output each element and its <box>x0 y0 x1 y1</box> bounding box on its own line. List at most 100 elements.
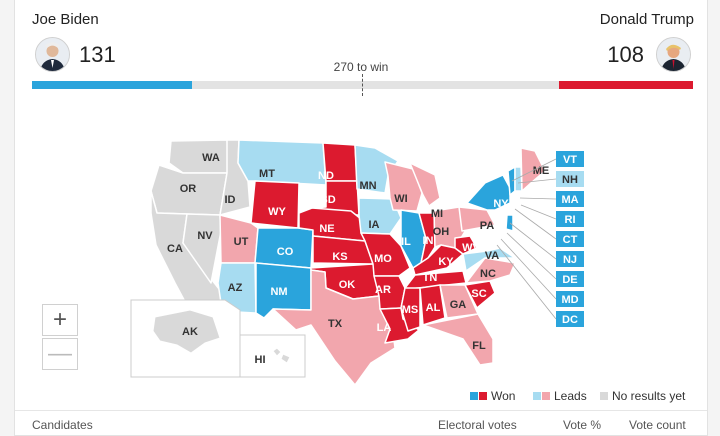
candidate-left-name: Joe Biden <box>32 11 99 28</box>
results-card: Joe Biden Donald Trump 131 108 270 to wi… <box>14 0 708 436</box>
state-label-nm: NM <box>270 286 287 298</box>
legend-no-results: No results yet <box>600 389 685 403</box>
state-label-ks: KS <box>332 251 347 263</box>
state-label-wv: WV <box>462 242 480 254</box>
leader-line-md <box>500 238 557 300</box>
state-label-mt: MT <box>259 168 275 180</box>
state-ak[interactable] <box>152 309 221 354</box>
state-mi[interactable] <box>409 162 441 207</box>
state-label-or: OR <box>180 183 197 195</box>
zoom-in-button[interactable]: + <box>42 304 78 336</box>
leader-line-de <box>506 232 557 280</box>
state-label-hi: HI <box>255 354 266 366</box>
state-label-il: IL <box>401 236 411 248</box>
state-pa[interactable] <box>458 206 496 232</box>
state-label-nc: NC <box>480 268 496 280</box>
state-label-me: ME <box>533 165 550 177</box>
state-tx[interactable] <box>272 269 396 385</box>
side-state-box-nj[interactable] <box>556 251 584 267</box>
state-vt[interactable] <box>507 166 516 196</box>
state-me[interactable] <box>520 147 546 192</box>
state-label-in: IN <box>423 235 434 247</box>
state-label-ak: AK <box>182 326 198 338</box>
side-state-box-ri[interactable] <box>556 211 584 227</box>
side-state-label-vt: VT <box>563 154 577 166</box>
state-wy[interactable] <box>250 180 300 229</box>
state-hi-island[interactable] <box>280 353 291 364</box>
zoom-out-button[interactable]: — <box>42 338 78 370</box>
us-electoral-map: WA OR CA NV ID MT WY UT CO AZ NM ND SD NE KS OK TX MN IA MO… <box>130 139 584 385</box>
state-wv[interactable] <box>454 235 478 255</box>
column-candidates[interactable]: Candidates <box>32 418 93 432</box>
side-state-label-nj: NJ <box>563 254 577 266</box>
legend-leads: Leads <box>533 389 587 403</box>
candidate-right-name: Donald Trump <box>599 11 694 28</box>
state-label-nd: ND <box>318 170 334 182</box>
legend-won-label: Won <box>491 389 516 403</box>
side-state-box-md[interactable] <box>556 291 584 307</box>
biden-electoral-votes: 131 <box>79 42 116 67</box>
state-label-ca: CA <box>167 243 183 255</box>
state-wa[interactable] <box>168 139 230 174</box>
state-label-al: AL <box>426 302 441 314</box>
state-fl[interactable] <box>422 313 494 366</box>
state-label-ms: MS <box>402 304 419 316</box>
inset-frame-hi <box>239 334 306 378</box>
state-label-la: LA <box>377 322 392 334</box>
state-label-mn: MN <box>359 180 376 192</box>
state-label-wy: WY <box>268 206 286 218</box>
state-label-ne: NE <box>319 223 334 235</box>
state-hi[interactable] <box>272 347 282 357</box>
side-state-box-vt[interactable] <box>556 151 584 167</box>
state-va[interactable] <box>462 247 516 272</box>
state-label-mo: MO <box>374 253 392 265</box>
state-label-wi: WI <box>394 193 407 205</box>
state-label-fl: FL <box>472 340 486 352</box>
leader-line-nj <box>509 222 557 260</box>
state-label-ut: UT <box>234 236 249 248</box>
state-nc[interactable] <box>465 257 516 284</box>
side-state-label-de: DE <box>562 274 577 286</box>
state-label-va: VA <box>485 250 500 262</box>
side-state-label-ct: CT <box>563 234 578 246</box>
column-electoral-votes[interactable]: Electoral votes <box>438 418 517 432</box>
to-win-label: 270 to win <box>333 60 389 74</box>
side-state-box-nh[interactable] <box>556 171 584 187</box>
trump-bar-fill <box>559 81 693 89</box>
state-ms[interactable] <box>400 287 421 332</box>
state-al[interactable] <box>419 284 446 326</box>
leader-line-dc <box>496 244 557 320</box>
state-label-az: AZ <box>228 282 243 294</box>
state-co[interactable] <box>254 227 314 269</box>
state-label-tn: TN <box>423 272 438 284</box>
side-state-label-nh: NH <box>562 174 578 186</box>
side-state-box-de[interactable] <box>556 271 584 287</box>
side-state-box-dc[interactable] <box>556 311 584 327</box>
leader-line-vt <box>511 158 557 182</box>
state-mt[interactable] <box>237 139 327 186</box>
state-label-ny: NY <box>493 198 509 210</box>
state-nv[interactable] <box>182 213 222 284</box>
legend-leads-label: Leads <box>554 389 587 403</box>
to-win-marker <box>362 74 363 96</box>
leader-line-nh <box>517 178 557 184</box>
legend-won: Won <box>470 389 515 403</box>
state-label-ky: KY <box>438 256 454 268</box>
biden-bar-fill <box>32 81 192 89</box>
column-vote-count[interactable]: Vote count <box>629 418 686 432</box>
trump-avatar <box>656 37 691 72</box>
legend-no-results-label: No results yet <box>612 389 686 403</box>
state-label-mi: MI <box>431 208 443 220</box>
state-label-id: ID <box>225 194 236 206</box>
state-label-tx: TX <box>328 318 343 330</box>
state-label-ia: IA <box>369 219 380 231</box>
column-vote-pct[interactable]: Vote % <box>563 418 602 432</box>
state-nj[interactable] <box>505 214 514 232</box>
state-label-ga: GA <box>450 299 467 311</box>
side-state-box-ma[interactable] <box>556 191 584 207</box>
state-label-ok: OK <box>339 279 356 291</box>
state-label-co: CO <box>277 246 294 258</box>
side-state-label-ma: MA <box>561 194 578 206</box>
state-label-oh: OH <box>433 226 450 238</box>
side-state-box-ct[interactable] <box>556 231 584 247</box>
